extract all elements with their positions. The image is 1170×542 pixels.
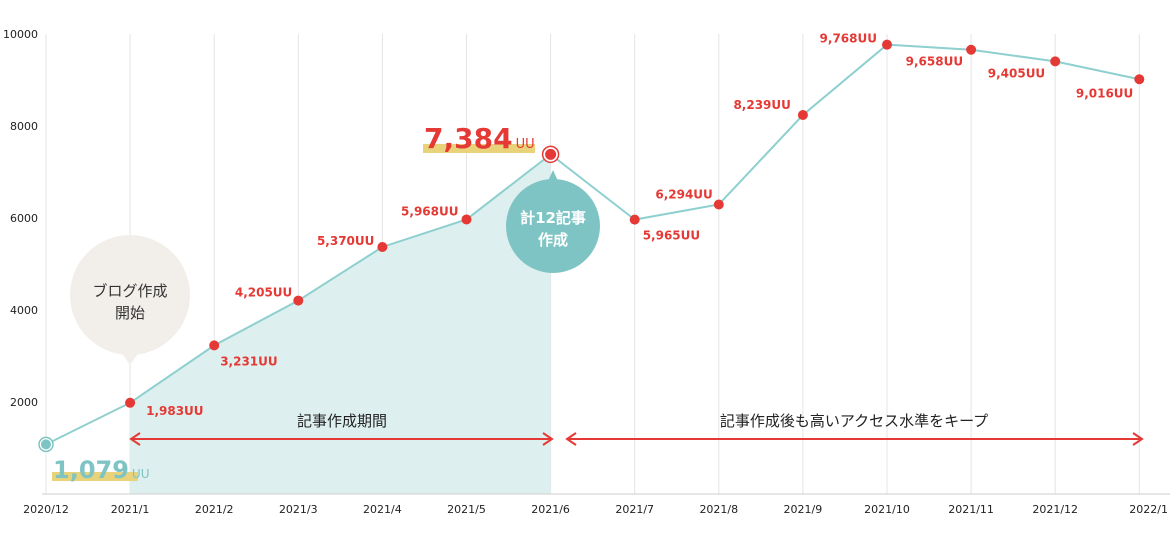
start-value-unit: UU [132,467,150,481]
start-bubble-circle [70,235,190,355]
data-label: 9,405UU [988,66,1045,80]
data-label: 8,239UU [733,98,790,112]
x-tick-label: 2022/1 [1129,503,1168,516]
article-period-area [130,154,551,494]
y-tick-label: 2000 [10,396,38,409]
x-tick-label: 2021/10 [864,503,910,516]
start-value-label: 1,079 UU [53,456,150,484]
data-point [545,148,557,160]
start-bubble-line2: 開始 [115,304,145,322]
y-tick-label: 4000 [10,304,38,317]
data-point [797,110,808,121]
peak-value-label: 7,384 UU [424,122,535,155]
start-bubble-line1: ブログ作成 [92,282,167,300]
data-points [38,39,1145,453]
data-point [377,241,388,252]
start-bubble-pointer [121,352,139,365]
data-label: 4,205UU [235,286,292,300]
data-point [966,44,977,55]
y-tick-label: 6000 [10,212,38,225]
period-left-label: 記事作成期間 [297,412,387,430]
x-tick-label: 2021/12 [1032,503,1078,516]
data-point [713,199,724,210]
data-point [461,214,472,225]
data-label: 5,370UU [317,234,374,248]
data-label: 9,658UU [906,55,963,69]
data-point [629,214,640,225]
x-tick-label: 2021/5 [447,503,486,516]
data-point [1050,56,1061,67]
data-label: 5,968UU [401,204,458,218]
peak-bubble-circle [506,179,600,273]
peak-bubble-line1: 計12記事 [520,209,586,227]
arrow-head-left [129,432,141,446]
data-point [125,397,136,408]
data-point [882,39,892,50]
x-tick-label: 2021/4 [363,503,402,516]
start-value-number: 1,079 [53,456,129,484]
x-tick-label: 2020/12 [23,503,69,516]
data-point [209,340,220,351]
x-tick-label: 2021/2 [195,503,234,516]
peak-bubble: 計12記事 作成 [506,170,600,273]
x-tick-label: 2021/7 [615,503,654,516]
data-point [41,439,51,450]
data-point [293,295,304,306]
start-value-highlight [52,472,138,481]
data-labels: 1,983UU 3,231UU 4,205UU 5,370UU 5,968UU 5,965… [52,32,1133,484]
start-bubble: ブログ作成 開始 [70,235,190,365]
peak-value-number: 7,384 [424,122,513,155]
peak-bubble-line2: 作成 [538,231,568,249]
peak-value-highlight [423,144,535,153]
data-label: 5,965UU [643,229,700,243]
y-tick-label: 8000 [10,120,38,133]
x-tick-label: 2021/9 [784,503,823,516]
arrow-head-left [565,432,577,446]
x-tick-label: 2021/3 [279,503,318,516]
data-label: 6,294UU [655,187,712,201]
y-tick-labels: 10000 8000 6000 4000 2000 [3,28,38,409]
period-right-label: 記事作成後も高いアクセス水準をキープ [720,412,988,430]
x-tick-label: 2021/6 [531,503,570,516]
data-point [1134,74,1145,85]
x-tick-label: 2021/8 [699,503,738,516]
data-label: 3,231UU [220,354,277,368]
series-line [45,43,1140,446]
data-label: 9,016UU [1076,86,1133,100]
data-label: 9,768UU [820,32,877,46]
y-tick-label: 10000 [3,28,38,41]
period-arrows [129,432,1144,446]
x-tick-label: 2021/11 [948,503,994,516]
data-label: 1,983UU [146,404,203,418]
arrow-head-right [1132,432,1144,446]
x-tick-label: 2021/1 [111,503,150,516]
peak-value-unit: UU [516,137,535,152]
x-tick-labels: 2020/12 2021/1 2021/2 2021/3 2021/4 2021/5 202… [23,503,1168,516]
arrow-head-right [542,432,554,446]
